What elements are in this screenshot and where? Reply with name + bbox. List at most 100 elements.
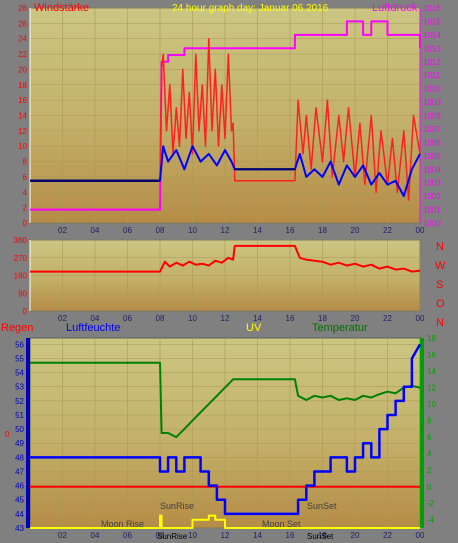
y-tick-pressure: 1005 (423, 152, 441, 161)
x-tick-label: 00 (416, 226, 425, 235)
y-tick-pressure: 1002 (423, 192, 441, 201)
y-tick-humidity: 51 (15, 411, 24, 420)
x-tick-label: 20 (351, 226, 360, 235)
x-tick-label: 10 (188, 314, 197, 323)
y-tick-pressure: 1006 (423, 138, 441, 147)
chart-title: 24 hour graph day: Januar 06 2016 (172, 3, 329, 14)
direction-label-s: S (436, 279, 443, 291)
x-tick-label: 00 (416, 531, 425, 540)
x-tick-label: 02 (58, 531, 67, 540)
y-tick-temperature: 4 (427, 450, 432, 459)
y-tick-humidity: 50 (15, 425, 24, 434)
windstaerke-label: Windstärke (34, 2, 89, 14)
y-tick-pressure: 1003 (423, 179, 441, 188)
x-tick-label: 22 (383, 226, 392, 235)
y-tick-humidity: 49 (15, 439, 24, 448)
y-tick-humidity: 44 (15, 510, 24, 519)
y-tick-wind: 24 (18, 35, 27, 44)
x-tick-label: 22 (383, 314, 392, 323)
zero-marker: 0 (5, 430, 10, 439)
y-tick-direction: 0 (23, 307, 28, 316)
y-tick-wind: 20 (18, 65, 27, 74)
series-wind-avg (30, 145, 421, 198)
x-tick-label: 14 (253, 531, 262, 540)
y-tick-wind: 4 (23, 188, 28, 197)
regen-label: Regen (1, 322, 33, 334)
y-tick-pressure: 1010 (423, 85, 441, 94)
x-tick-label: 02 (58, 226, 67, 235)
y-tick-pressure: 1008 (423, 112, 441, 121)
series-temperatur (30, 361, 421, 439)
x-tick-label: 04 (91, 314, 100, 323)
series-luftfeuchte (30, 343, 422, 516)
y-tick-wind: 28 (18, 4, 27, 13)
x-tick-label: 12 (221, 314, 230, 323)
x-tick-label: 00 (416, 314, 425, 323)
y-tick-temperature: 6 (427, 433, 432, 442)
x-tick-label: 12 (221, 531, 230, 540)
x-tick-label: 16 (286, 314, 295, 323)
direction-label-w: W (435, 260, 446, 272)
sunset-label: SunSet (307, 501, 337, 511)
series-luftdruck (30, 20, 421, 211)
x-tick-label: 10 (188, 226, 197, 235)
sunset-marker: SunSet (307, 532, 334, 541)
y-tick-temperature: -2 (427, 499, 435, 508)
y-tick-wind: 10 (18, 142, 27, 151)
y-tick-wind: 0 (23, 219, 28, 228)
sunrise-label: SunRise (160, 501, 194, 511)
y-tick-pressure: 1004 (423, 165, 441, 174)
y-tick-pressure: 1013 (423, 44, 441, 53)
y-tick-temperature: 16 (427, 351, 436, 360)
y-tick-wind: 26 (18, 19, 27, 28)
y-tick-direction: 360 (14, 236, 28, 245)
temperatur-label: Temperatur (312, 322, 368, 334)
y-tick-temperature: 10 (427, 400, 436, 409)
moonrise-label: Moon Rise (101, 519, 144, 529)
series-uv (30, 514, 420, 529)
y-tick-temperature: 14 (427, 367, 436, 376)
x-tick-label: 14 (253, 226, 262, 235)
y-tick-temperature: 2 (427, 466, 432, 475)
x-tick-label: 08 (156, 314, 165, 323)
y-tick-wind: 22 (18, 50, 27, 59)
y-tick-temperature: 8 (427, 417, 432, 426)
y-tick-pressure: 1009 (423, 98, 441, 107)
y-tick-temperature: 12 (427, 384, 436, 393)
x-tick-label: 22 (383, 531, 392, 540)
moonset-label: Moon Set (262, 519, 301, 529)
y-tick-wind: 2 (23, 204, 28, 213)
y-tick-humidity: 43 (15, 524, 24, 533)
y-tick-wind: 18 (18, 81, 27, 90)
x-tick-label: 12 (221, 226, 230, 235)
y-tick-pressure: 1016 (423, 4, 441, 13)
y-tick-wind: 6 (23, 173, 28, 182)
series-layer (30, 20, 422, 529)
y-tick-humidity: 54 (15, 369, 24, 378)
y-tick-humidity: 48 (15, 453, 24, 462)
y-tick-humidity: 55 (15, 354, 24, 363)
direction-label-n2: N (436, 317, 444, 329)
y-tick-direction: 90 (18, 289, 27, 298)
sunrise-marker: SunRise (157, 532, 188, 541)
y-tick-pressure: 1001 (423, 206, 441, 215)
y-tick-wind: 8 (23, 158, 28, 167)
y-tick-humidity: 56 (15, 340, 24, 349)
y-tick-humidity: 47 (15, 467, 24, 476)
y-tick-humidity: 53 (15, 383, 24, 392)
y-tick-pressure: 1011 (423, 71, 441, 80)
y-tick-pressure: 1015 (423, 17, 441, 26)
series-direction (30, 244, 421, 273)
x-tick-label: 08 (156, 226, 165, 235)
luftfeuchte-label: Luftfeuchte (66, 322, 120, 334)
x-tick-label: 16 (286, 531, 295, 540)
y-tick-temperature: 0 (427, 483, 432, 492)
x-tick-label: 06 (123, 226, 132, 235)
direction-label-o: O (436, 298, 445, 310)
x-tick-label: 16 (286, 226, 295, 235)
y-tick-wind: 14 (18, 112, 27, 121)
y-tick-humidity: 46 (15, 482, 24, 491)
y-tick-pressure: 1007 (423, 125, 441, 134)
y-tick-pressure: 1014 (423, 31, 441, 40)
